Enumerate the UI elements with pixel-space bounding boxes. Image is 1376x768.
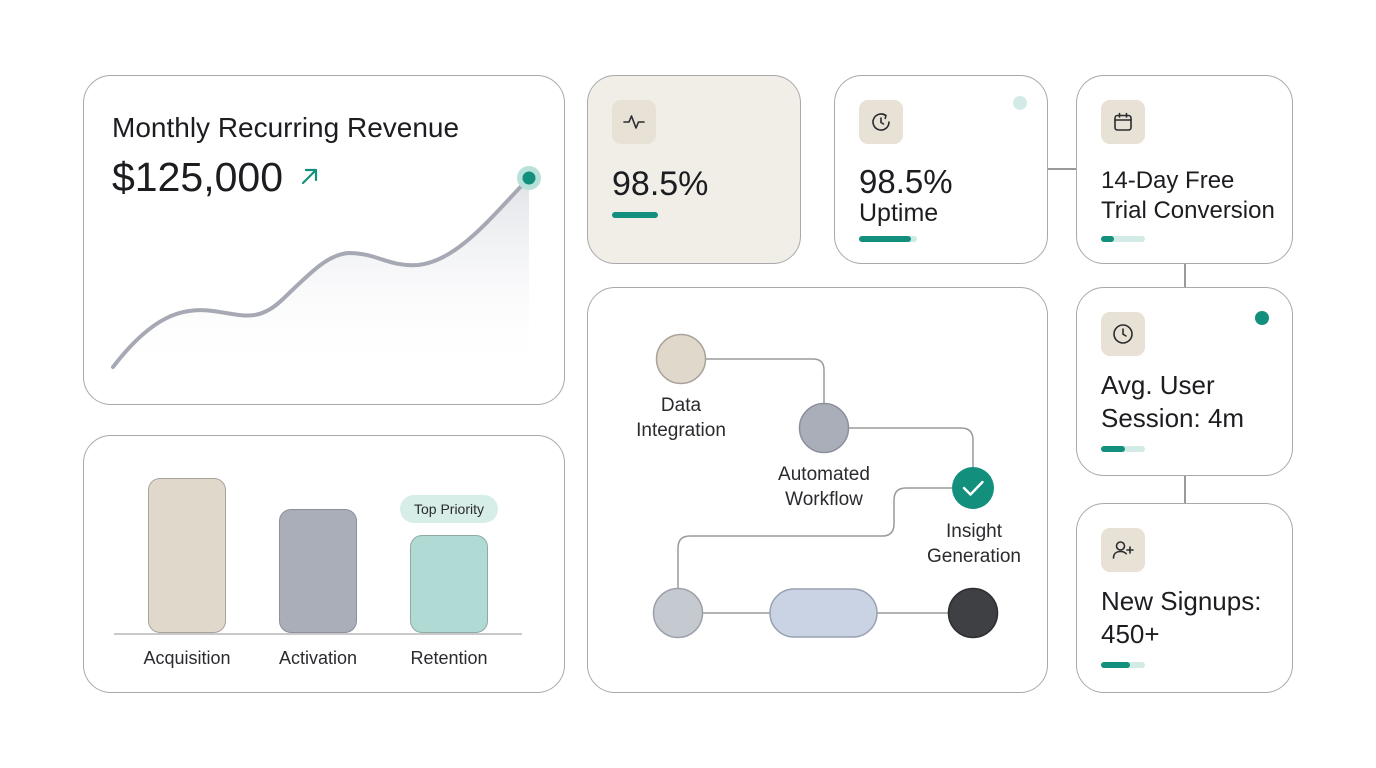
trial-icon-box xyxy=(1101,100,1145,144)
step1-label-line1: Data xyxy=(660,395,702,416)
signups-tile: New Signups: 450+ xyxy=(1076,503,1293,693)
step2-label-line2: Workflow xyxy=(785,489,863,510)
mrr-value: $125,000 xyxy=(112,154,284,200)
signups-label-line2: 450+ xyxy=(1101,619,1160,649)
user-add-icon xyxy=(1112,541,1134,559)
link-workflow-insight xyxy=(847,426,974,475)
signups-progress xyxy=(1101,662,1145,668)
trial-progress-fill xyxy=(1101,236,1115,242)
step3-label-line1: Insight xyxy=(946,521,1002,542)
node-pipeline-end xyxy=(947,587,998,638)
revenue-line xyxy=(110,175,531,369)
bar-activation xyxy=(279,509,357,633)
session-status-dot xyxy=(1255,311,1269,325)
signups-progress-fill xyxy=(1101,662,1130,668)
activity-pulse-icon xyxy=(623,115,645,129)
label-acquisition: Acquisition xyxy=(143,648,231,668)
trial-label-line1: 14-Day Free xyxy=(1101,167,1235,194)
health-icon-box xyxy=(612,100,656,144)
session-progress-fill xyxy=(1101,446,1126,452)
session-progress xyxy=(1101,446,1145,452)
health-progress-fill xyxy=(612,212,658,218)
connector-trial-session xyxy=(1184,264,1186,287)
connector-uptime-trial xyxy=(1048,168,1076,170)
step3-label-line2: Generation xyxy=(926,546,1021,567)
arrow-up-right-icon xyxy=(301,168,318,185)
uptime-status-dot xyxy=(1013,96,1027,110)
top-priority-badge: Top Priority xyxy=(400,495,498,523)
link-insight-pipeline xyxy=(676,486,953,589)
step2-label-line1: Automated xyxy=(778,464,870,485)
signups-icon-box xyxy=(1101,528,1145,572)
calendar-icon xyxy=(1114,112,1132,131)
bar-acquisition xyxy=(148,478,226,633)
link-integration-workflow xyxy=(704,357,825,415)
mrr-card: Monthly Recurring Revenue $125,000 xyxy=(83,75,565,405)
node-pipeline-start xyxy=(652,587,703,638)
node-data-integration xyxy=(655,333,706,384)
node-pipeline-pill xyxy=(768,587,878,638)
trial-tile: 14-Day Free Trial Conversion xyxy=(1076,75,1293,264)
funnel-baseline xyxy=(114,633,522,635)
revenue-area xyxy=(112,177,529,375)
health-tile: 98.5% xyxy=(587,75,801,264)
session-label-line2: Session: 4m xyxy=(1101,403,1245,433)
session-icon-box xyxy=(1101,312,1145,356)
label-activation: Activation xyxy=(278,648,358,668)
uptime-tile: 98.5% Uptime xyxy=(834,75,1048,264)
mrr-title: Monthly Recurring Revenue xyxy=(112,112,460,143)
revenue-endpoint-dot xyxy=(522,171,535,184)
health-progress xyxy=(612,212,658,218)
funnel-card: Top Priority Acquisition Activation Rete… xyxy=(83,435,565,693)
session-label-line1: Avg. User xyxy=(1101,370,1215,400)
health-value: 98.5% xyxy=(612,165,709,203)
refresh-timer-icon xyxy=(872,113,890,131)
session-tile: Avg. User Session: 4m xyxy=(1076,287,1293,476)
label-retention: Retention xyxy=(410,648,488,668)
uptime-label: Uptime xyxy=(859,199,939,227)
workflow-card: Data Integration Automated Workflow Insi… xyxy=(587,287,1048,693)
clock-icon xyxy=(1113,324,1133,344)
uptime-progress-fill xyxy=(859,236,912,242)
trial-progress xyxy=(1101,236,1145,242)
node-automated-workflow xyxy=(798,402,849,453)
step1-label-line2: Integration xyxy=(636,420,726,441)
uptime-icon-box xyxy=(859,100,903,144)
checkmark-icon xyxy=(962,480,984,496)
uptime-progress xyxy=(859,236,917,242)
connector-session-signups xyxy=(1184,476,1186,503)
trial-label-line2: Trial Conversion xyxy=(1101,197,1275,224)
signups-label-line1: New Signups: xyxy=(1101,586,1262,616)
bar-retention xyxy=(410,535,488,633)
workflow-diagram xyxy=(652,333,998,638)
node-insight-generation xyxy=(951,466,994,509)
uptime-value: 98.5% xyxy=(859,163,953,200)
revenue-line-chart xyxy=(110,165,541,375)
